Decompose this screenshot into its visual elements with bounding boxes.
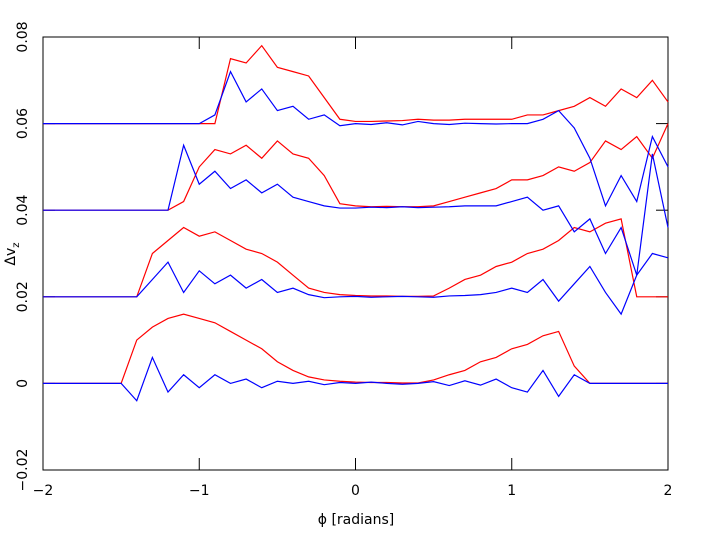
y-tick-label: 0.04 (15, 195, 31, 226)
x-axis-label: ϕ [radians] (318, 512, 394, 528)
x-tick-label: −2 (33, 483, 54, 499)
y-tick-label: 0.06 (15, 108, 31, 139)
series-line (43, 218, 668, 298)
series-line (43, 355, 668, 402)
series-line (43, 44, 669, 125)
y-tick-label: 0 (15, 379, 31, 388)
series-line (43, 313, 668, 384)
x-tick-label: 2 (664, 483, 673, 499)
y-axis-label: Δvz (3, 242, 22, 265)
x-tick-label: −1 (189, 483, 210, 499)
y-tick-label: 0.08 (15, 21, 31, 52)
series-line (43, 70, 669, 208)
x-tick-label: 0 (351, 483, 360, 499)
y-axis-label-main: Δv (3, 248, 19, 266)
y-tick-label: −0.02 (15, 449, 31, 492)
y-tick-label: 0.02 (15, 281, 31, 312)
series-line (43, 123, 669, 211)
series-line (43, 252, 669, 316)
x-tick-label: 1 (507, 483, 516, 499)
plot-frame (42, 36, 669, 471)
y-axis-label-sub: z (11, 242, 22, 247)
series-line (43, 143, 669, 276)
